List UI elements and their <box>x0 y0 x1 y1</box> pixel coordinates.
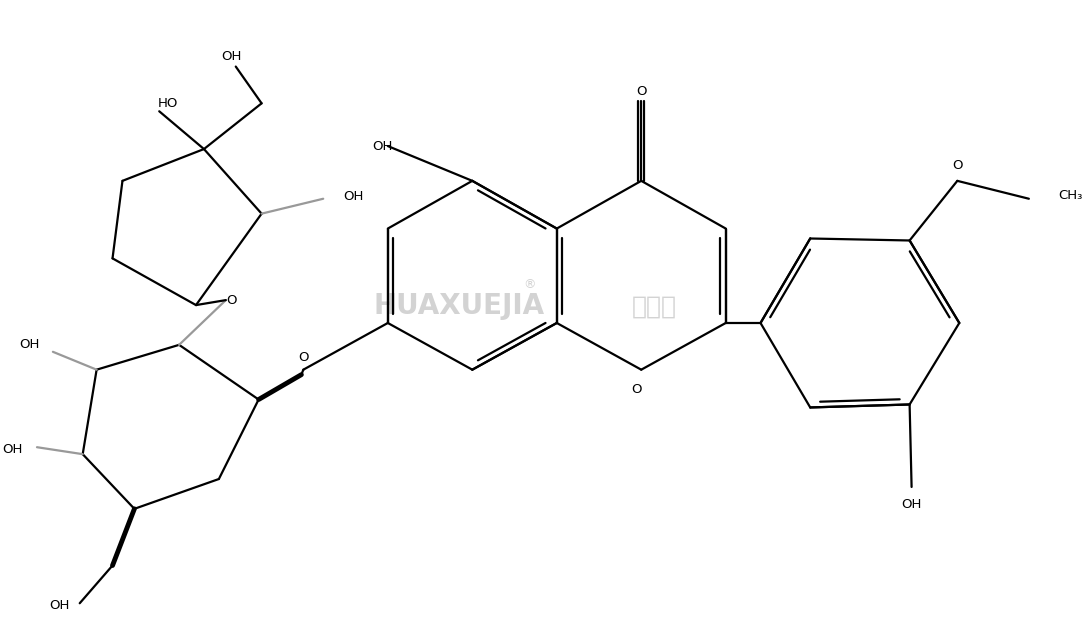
Text: O: O <box>952 160 963 172</box>
Text: OH: OH <box>901 498 922 511</box>
Text: O: O <box>636 85 646 98</box>
Text: OH: OH <box>343 190 363 204</box>
Text: 化学加: 化学加 <box>631 294 677 318</box>
Text: CH₃: CH₃ <box>1059 189 1083 202</box>
Text: OH: OH <box>50 598 70 612</box>
Text: OH: OH <box>20 338 40 352</box>
Text: HUAXUEJIA: HUAXUEJIA <box>374 292 545 320</box>
Text: ®: ® <box>523 278 536 291</box>
Text: O: O <box>226 293 237 307</box>
Text: OH: OH <box>2 443 23 456</box>
Text: O: O <box>298 352 309 364</box>
Text: O: O <box>631 383 642 396</box>
Text: OH: OH <box>372 140 393 152</box>
Text: OH: OH <box>222 50 242 63</box>
Text: HO: HO <box>158 97 178 110</box>
